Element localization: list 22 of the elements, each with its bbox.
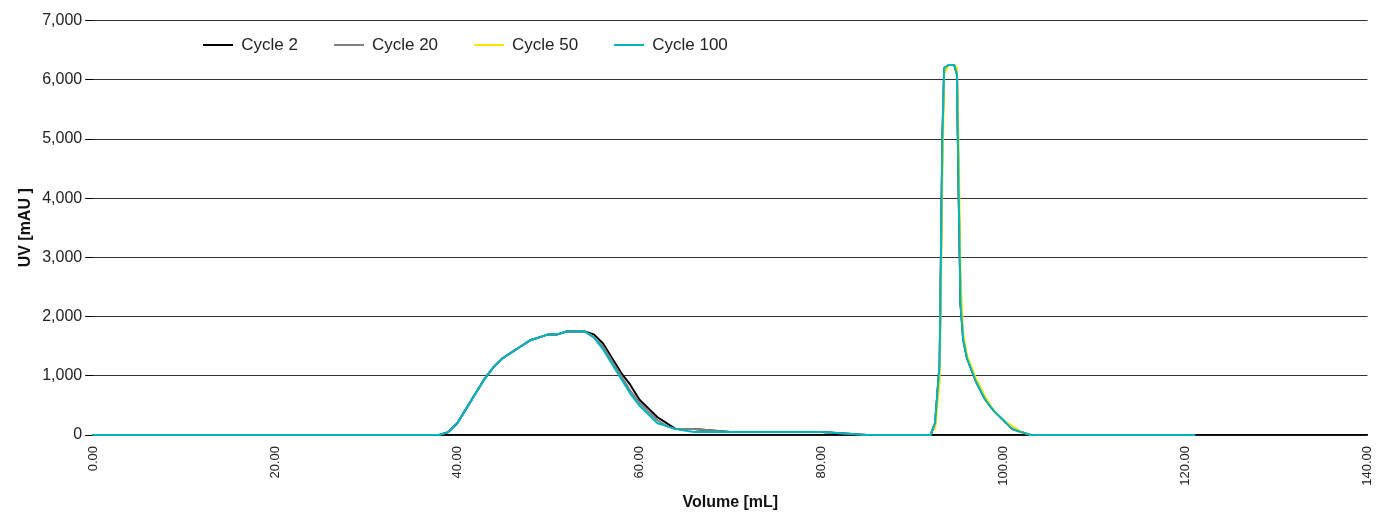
y-tick-label: 1,000 xyxy=(42,366,83,384)
legend-label: Cycle 100 xyxy=(652,34,728,55)
legend-label: Cycle 50 xyxy=(512,34,579,55)
y-tick-label: 0 xyxy=(73,425,83,443)
x-tick-label: 80.00 xyxy=(812,446,828,479)
x-tick-label: 40.00 xyxy=(448,446,464,479)
y-tick-label: 4,000 xyxy=(42,188,83,206)
x-tick-label: 100.00 xyxy=(994,446,1010,486)
x-tick-label: 0.00 xyxy=(84,446,100,472)
y-tick-label: 7,000 xyxy=(42,11,83,29)
x-tick-label: 60.00 xyxy=(630,446,646,479)
x-tick-label: 20.00 xyxy=(266,446,282,479)
y-tick-label: 6,000 xyxy=(42,70,83,88)
y-tick-label: 2,000 xyxy=(42,307,83,325)
legend-label: Cycle 2 xyxy=(241,34,298,55)
y-tick-label: 3,000 xyxy=(42,247,83,265)
x-tick-label: 120.00 xyxy=(1176,446,1192,486)
x-axis-title: Volume [mL] xyxy=(682,492,779,510)
y-tick-label: 5,000 xyxy=(42,129,83,147)
y-axis-title: UV [mAU ] xyxy=(16,188,34,268)
legend-label: Cycle 20 xyxy=(371,34,439,55)
x-tick-label: 140.00 xyxy=(1358,446,1374,486)
